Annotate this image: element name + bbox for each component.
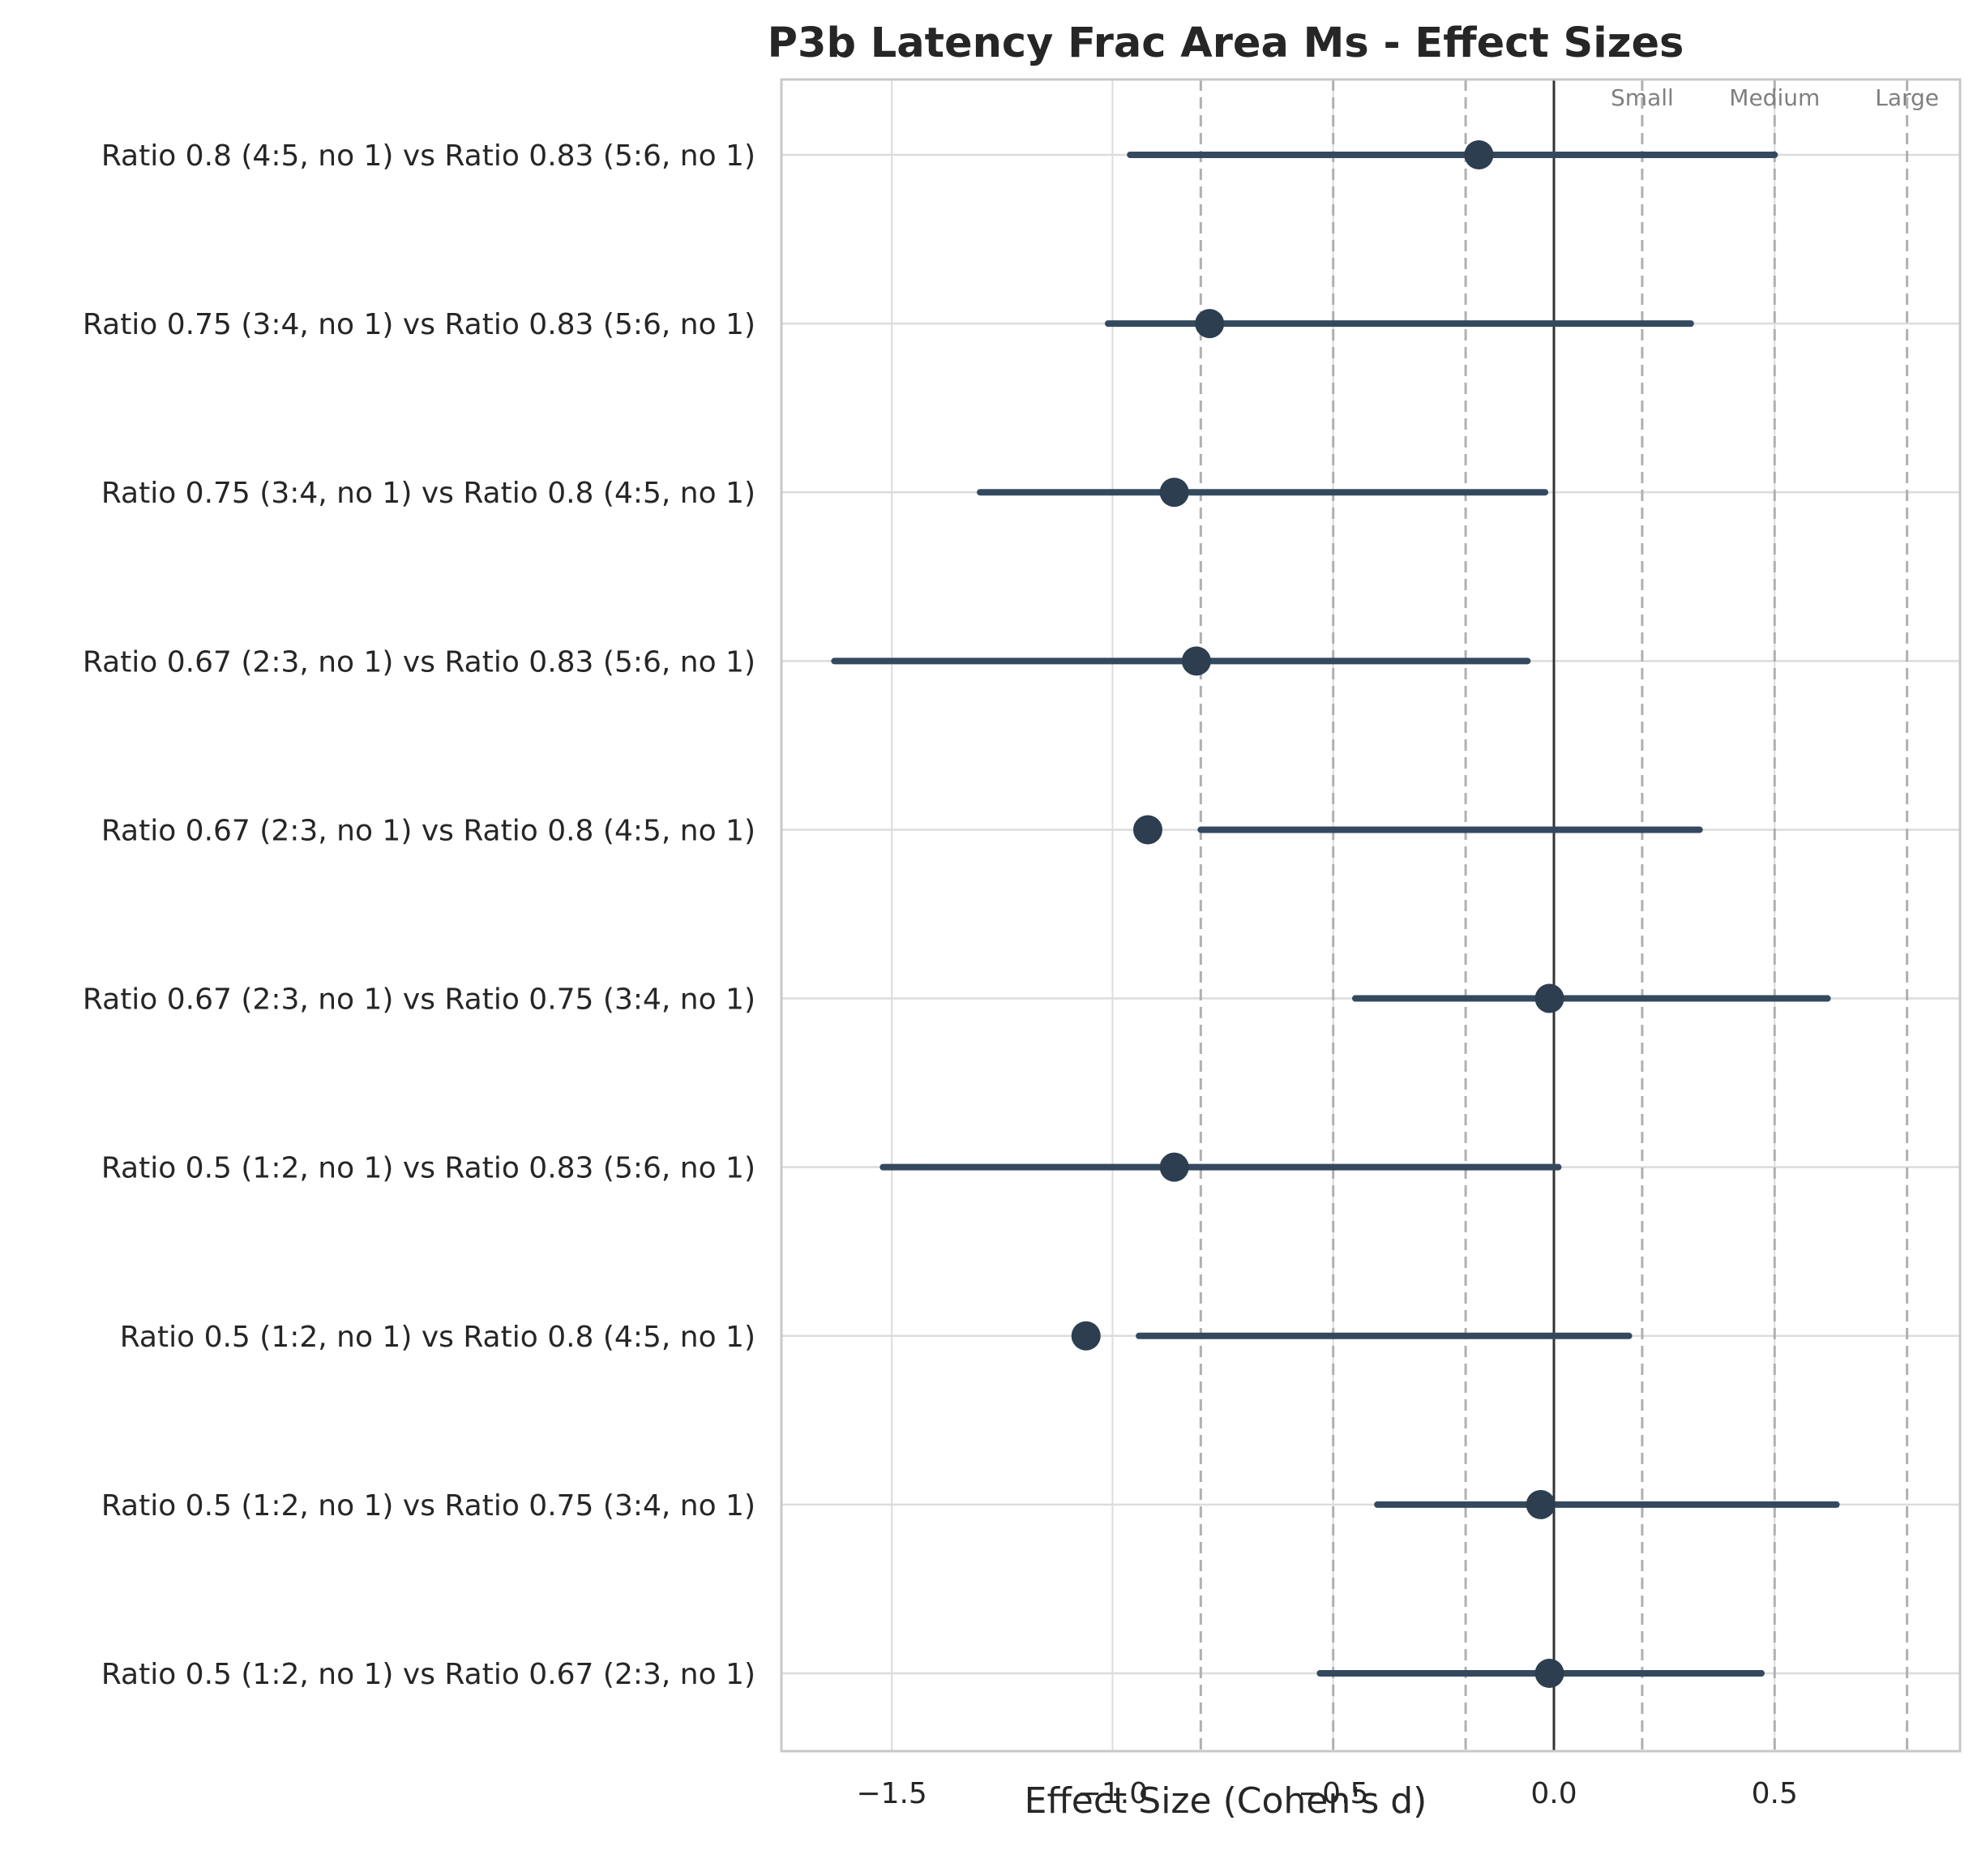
effect-size-point: [1181, 646, 1211, 676]
x-tick-label: −0.5: [1298, 1777, 1368, 1810]
y-tick-label: Ratio 0.8 (4:5, no 1) vs Ratio 0.83 (5:6…: [101, 139, 755, 173]
y-tick-label: Ratio 0.67 (2:3, no 1) vs Ratio 0.83 (5:…: [83, 645, 755, 679]
chart-title: P3b Latency Frac Area Ms - Effect Sizes: [768, 19, 1684, 67]
x-axis-label: Effect Size (Cohen's d): [1025, 1780, 1427, 1822]
effect-size-point: [1534, 983, 1564, 1013]
plot-area: Small Medium Large Ratio 0.8 (4:5, no 1) vs…: [83, 78, 1962, 1810]
y-tick-label: Ratio 0.75 (3:4, no 1) vs Ratio 0.8 (4:5…: [101, 477, 755, 510]
x-tick-label: −1.0: [1077, 1777, 1148, 1810]
effect-size-point: [1534, 1659, 1564, 1688]
effect-size-point: [1132, 815, 1162, 845]
y-tick-label: Ratio 0.5 (1:2, no 1) vs Ratio 0.67 (2:3…: [101, 1658, 755, 1691]
y-tick-label: Ratio 0.5 (1:2, no 1) vs Ratio 0.83 (5:6…: [101, 1152, 755, 1185]
reference-line-label: Medium: [1729, 84, 1820, 111]
y-tick-label: Ratio 0.67 (2:3, no 1) vs Ratio 0.75 (3:…: [83, 983, 755, 1017]
reference-line-label: Small: [1611, 84, 1674, 111]
effect-size-point: [1526, 1489, 1556, 1519]
effect-size-point: [1195, 309, 1225, 339]
reference-line-label: Large: [1875, 84, 1939, 111]
effect-size-point: [1159, 478, 1189, 508]
x-tick-label: 0.0: [1530, 1777, 1577, 1810]
y-tick-label: Ratio 0.67 (2:3, no 1) vs Ratio 0.8 (4:5…: [101, 814, 755, 847]
x-tick-label: −1.5: [856, 1777, 927, 1810]
effect-size-point: [1464, 140, 1494, 169]
y-tick-label: Ratio 0.5 (1:2, no 1) vs Ratio 0.8 (4:5,…: [120, 1321, 755, 1354]
x-tick-label: 0.5: [1752, 1777, 1798, 1810]
effect-size-point: [1159, 1152, 1189, 1182]
plot-frame: [780, 78, 1962, 1753]
y-tick-label: Ratio 0.5 (1:2, no 1) vs Ratio 0.75 (3:4…: [101, 1489, 755, 1523]
y-tick-label: Ratio 0.75 (3:4, no 1) vs Ratio 0.83 (5:…: [83, 308, 755, 341]
effect-size-point: [1071, 1321, 1101, 1351]
